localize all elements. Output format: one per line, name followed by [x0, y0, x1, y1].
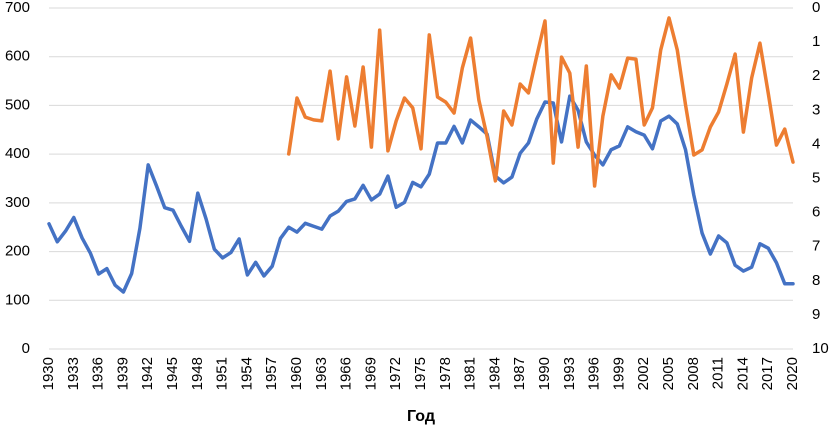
x-tick-label: 1969	[362, 357, 379, 390]
x-tick-label: 1981	[462, 357, 479, 390]
x-tick-label: 2020	[784, 357, 801, 390]
x-tick-label: 1954	[238, 357, 255, 390]
x-tick-label: 1999	[610, 357, 627, 390]
y2-tick-label: 2	[812, 67, 820, 84]
x-tick-label: 1966	[338, 357, 355, 390]
x-tick-label: 1975	[412, 357, 429, 390]
y2-tick-label: 9	[812, 306, 820, 323]
y-tick-label: 200	[5, 243, 30, 260]
x-tick-label: 1945	[164, 357, 181, 390]
y-tick-label: 700	[5, 0, 30, 16]
x-tick-label: 1939	[114, 357, 131, 390]
x-tick-label: 1948	[189, 357, 206, 390]
y-tick-label: 0	[22, 340, 30, 357]
x-tick-label: 1963	[313, 357, 330, 390]
x-tick-label: 1987	[511, 357, 528, 390]
x-tick-label: 2002	[635, 357, 652, 390]
x-tick-label: 1942	[139, 357, 156, 390]
y2-tick-label: 7	[812, 238, 820, 255]
series-line	[47, 94, 795, 294]
x-tick-label: 1951	[214, 357, 231, 390]
y2-tick-label: 5	[812, 169, 820, 186]
x-tick-label: 2005	[660, 357, 677, 390]
x-tick-label: 1978	[437, 357, 454, 390]
x-tick-label: 1972	[387, 357, 404, 390]
y-tick-label: 500	[5, 96, 30, 113]
y2-tick-label: 0	[812, 0, 820, 16]
x-tick-label: 1930	[40, 357, 57, 390]
x-tick-label: 1984	[486, 357, 503, 390]
y2-tick-label: 8	[812, 272, 820, 289]
y-tick-label: 300	[5, 194, 30, 211]
y2-tick-label: 1	[812, 33, 820, 50]
x-tick-label: 1933	[65, 357, 82, 390]
x-axis-label: Год	[407, 408, 435, 425]
x-tick-label: 1960	[288, 357, 305, 390]
y2-tick-label: 10	[812, 340, 829, 357]
y2-tick-label: 6	[812, 204, 820, 221]
x-tick-label: 1996	[586, 357, 603, 390]
x-tick-label: 1936	[90, 357, 107, 390]
y2-tick-label: 3	[812, 101, 820, 118]
y2-tick-label: 4	[812, 135, 820, 152]
x-tick-label: 1990	[536, 357, 553, 390]
y-tick-label: 400	[5, 145, 30, 162]
y-tick-label: 600	[5, 48, 30, 65]
y-tick-label: 100	[5, 291, 30, 308]
series-line	[286, 16, 795, 188]
x-tick-label: 2011	[710, 357, 727, 389]
x-tick-label: 1957	[263, 357, 280, 390]
x-tick-label: 2008	[685, 357, 702, 390]
x-tick-label: 2014	[734, 357, 751, 390]
x-tick-label: 2017	[759, 357, 776, 390]
x-tick-label: 1993	[561, 357, 578, 390]
